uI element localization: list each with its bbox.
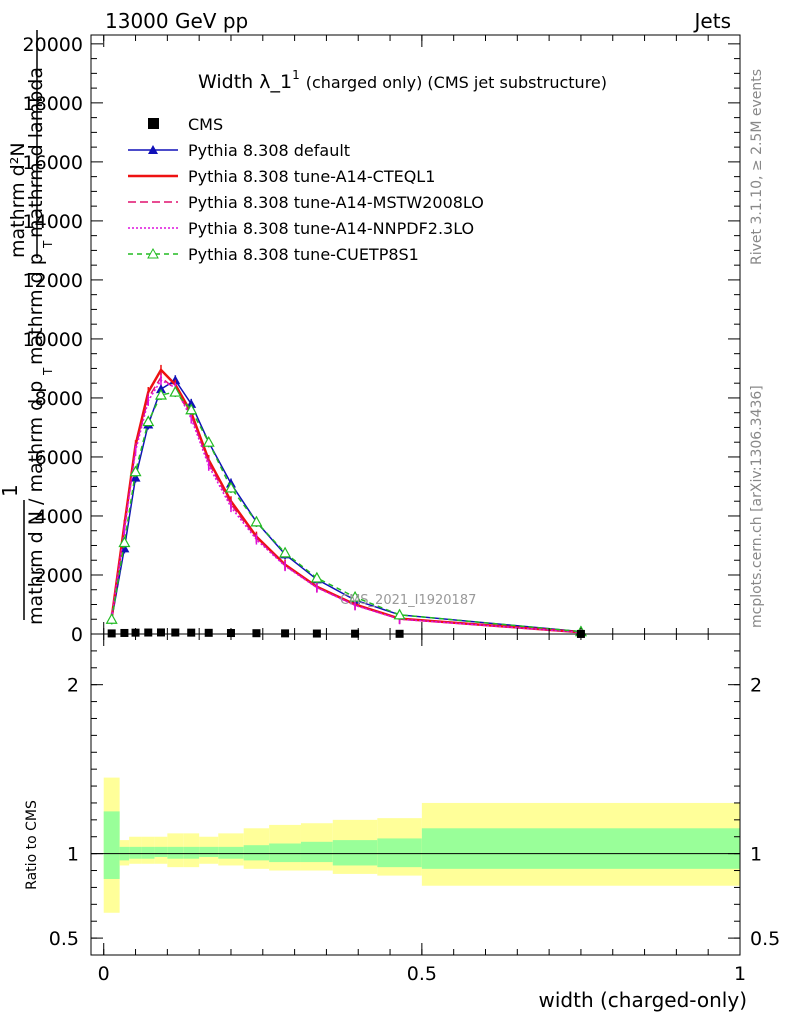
ratio-band-inner <box>183 846 200 859</box>
chart-title-sup: 1 <box>292 68 300 82</box>
y-tick-label: 12000 <box>23 270 83 292</box>
cms-data-point <box>120 628 129 637</box>
main-series <box>105 364 587 638</box>
ratio-tick-label-right: 2 <box>750 675 762 697</box>
series-marker <box>129 465 142 477</box>
cms-data-point <box>187 628 196 637</box>
ratio-band-inner <box>332 840 378 866</box>
series-line <box>110 379 581 634</box>
cms-data-point <box>171 628 180 637</box>
cms-data-point <box>156 628 165 637</box>
legend-label: CMS <box>188 115 223 134</box>
series-marker <box>224 481 238 493</box>
cms-data-point <box>204 628 213 637</box>
ratio-band-inner <box>141 846 155 859</box>
y-tick-label: 0 <box>71 624 83 646</box>
ratio-band-inner <box>300 841 333 863</box>
series-marker <box>185 403 198 415</box>
ratio-tick-label: 2 <box>67 675 79 697</box>
ratio-band-inner <box>129 846 142 859</box>
legend-label: Pythia 8.308 tune-A14-CTEQL1 <box>188 167 435 186</box>
series-marker <box>186 398 197 408</box>
cms-data-point <box>252 629 261 638</box>
ratio-tick-label: 0.5 <box>49 928 79 950</box>
ylabel-part-5: mathrm d p <box>25 253 47 365</box>
chart-title-rest: (charged only) (CMS jet substructure) <box>306 73 607 92</box>
series-marker <box>154 388 168 400</box>
ratio-band-inner <box>421 828 740 869</box>
legend-marker-cms <box>148 118 159 129</box>
series-marker <box>142 415 155 427</box>
ylabel-part-7: mathrm d lambda <box>25 67 47 238</box>
legend-label: Pythia 8.308 tune-A14-MSTW2008LO <box>188 193 484 212</box>
side-label-mcplots: mcplots.cern.ch [arXiv:1306.3436] <box>749 385 765 628</box>
series-marker <box>118 536 131 548</box>
ratio-y-label: Ratio to CMS <box>24 800 40 890</box>
header-left: 13000 GeV pp <box>105 9 248 33</box>
ylabel-part-3: mathrm d N / mathrm d p <box>25 381 47 625</box>
cms-data-point <box>144 628 153 637</box>
y-tick-label: 20000 <box>23 34 83 56</box>
x-tick-label: 1 <box>734 963 746 985</box>
series-marker <box>169 385 182 397</box>
ylabel-part-4: T <box>41 367 55 376</box>
ylabel-part-6: T <box>41 240 55 249</box>
ratio-band-inner <box>199 846 219 858</box>
x-tick-label: 0.5 <box>407 963 437 985</box>
ratio-band-inner <box>377 838 422 868</box>
series-marker <box>130 472 141 482</box>
ylabel-part-2: 1 <box>0 484 22 497</box>
series-marker <box>202 435 215 447</box>
series-marker <box>279 546 292 558</box>
ratio-band-inner <box>154 846 168 858</box>
watermark: CMS_2021_I1920187 <box>340 593 476 608</box>
cms-data-point <box>281 629 290 638</box>
chart-title-main: Width λ_1 <box>198 71 292 93</box>
side-label-rivet: Rivet 3.1.10, ≥ 2.5M events <box>749 69 765 265</box>
ratio-y-ticks: 0.5 0.5 1 1 2 2 <box>49 650 780 950</box>
series-marker <box>310 571 323 583</box>
ratio-tick-label: 1 <box>67 844 79 866</box>
y-tick-label: 8000 <box>35 388 83 410</box>
ratio-band-inner <box>103 811 120 879</box>
ratio-frame <box>90 633 741 956</box>
ratio-tick-label-right: 0.5 <box>750 928 780 950</box>
legend-marker <box>147 247 159 259</box>
main-y-ticks: 0200040006000800010000120001400016000180… <box>23 34 740 646</box>
legend-marker <box>148 145 158 154</box>
y-axis-label: mathrm d²N 1 mathrm d N / mathrm d p T m… <box>0 30 55 625</box>
legend-label: Pythia 8.308 tune-CUETP8S1 <box>188 245 419 264</box>
x-axis-label: width (charged-only) <box>539 988 747 1012</box>
cms-points <box>107 628 585 638</box>
ratio-band-inner <box>167 846 184 859</box>
x-tick-label: 0 <box>98 963 110 985</box>
y-tick-label: 4000 <box>35 506 83 528</box>
y-tick-label: 10000 <box>23 329 83 351</box>
series-line <box>110 391 582 633</box>
legend-label: Pythia 8.308 default <box>188 141 350 160</box>
x-ticks: 0 0.5 1 <box>98 35 746 985</box>
ratio-band-inner <box>243 845 270 861</box>
chart-title: Width λ_11 (charged only) (CMS jet substr… <box>198 68 607 93</box>
series-marker <box>250 515 263 527</box>
series-marker <box>155 384 166 394</box>
ratio-bands <box>103 777 740 913</box>
series-line <box>110 376 581 634</box>
ratio-tick-label-right: 1 <box>750 844 762 866</box>
series-marker <box>393 608 406 620</box>
series-marker <box>105 613 118 624</box>
legend-label: Pythia 8.308 tune-A14-NNPDF2.3LO <box>188 219 474 238</box>
cms-data-point <box>107 629 116 638</box>
series-marker <box>349 590 362 602</box>
ylabel-part-1: mathrm d²N <box>7 142 29 258</box>
y-tick-label: 6000 <box>35 447 83 469</box>
ratio-band-inner <box>218 846 244 859</box>
ratio-band-inner <box>269 843 301 863</box>
legend: CMS Pythia 8.308 default Pythia 8.308 tune… <box>128 115 484 264</box>
header-right: Jets <box>693 9 731 33</box>
y-tick-label: 2000 <box>35 565 83 587</box>
